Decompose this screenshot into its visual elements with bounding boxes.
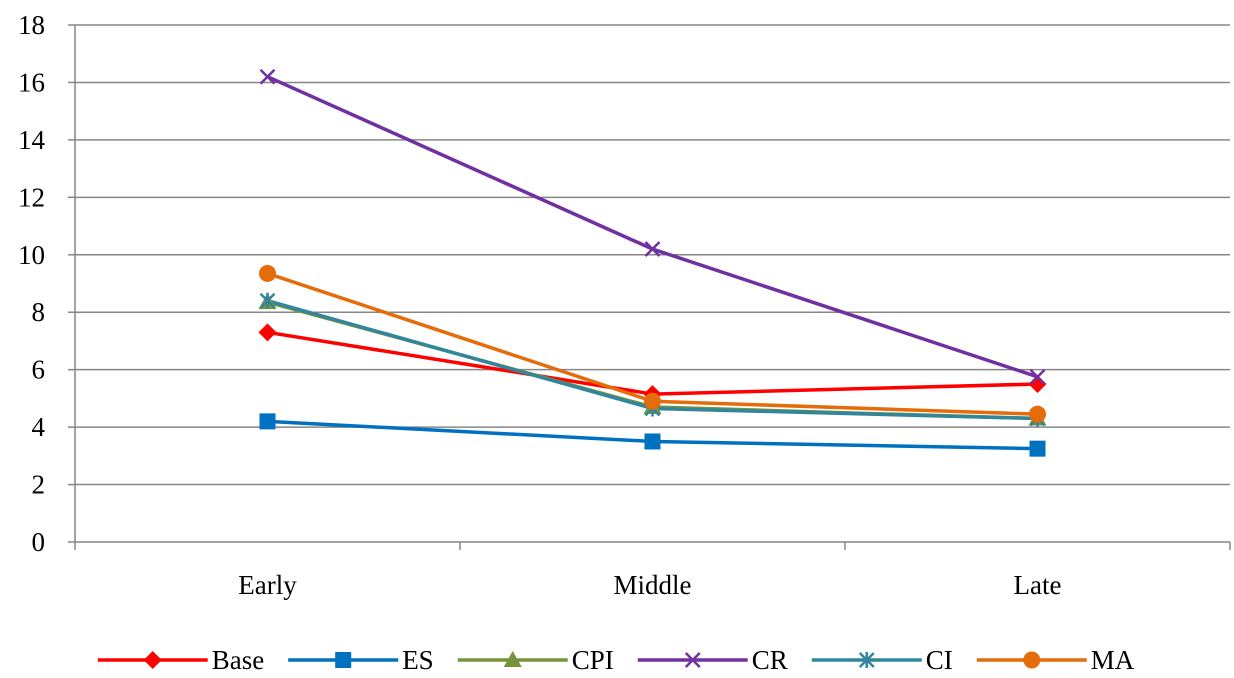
data-point-cr (1029, 368, 1046, 385)
tick-labels: 0 2 4 6 8 10 12 14 16 18 Early Middle Late (18, 10, 1061, 600)
y-tick-label: 12 (18, 182, 45, 212)
y-tick-label: 6 (32, 355, 46, 385)
series-line-base (267, 330, 1038, 396)
y-tick-label: 2 (32, 470, 46, 500)
legend-marker (335, 652, 352, 668)
data-point-ma (259, 264, 276, 282)
x-tick-label: Middle (614, 570, 692, 600)
data-point-ci (259, 292, 276, 309)
data-point-es (644, 433, 661, 450)
data-point-ma (644, 392, 661, 410)
y-tick-label: 16 (18, 67, 45, 97)
legend-marker (143, 651, 162, 669)
data-point-ma (1029, 405, 1046, 423)
y-tick-label: 8 (32, 297, 46, 327)
y-tick-label: 18 (18, 10, 45, 40)
legend-item-ma: MA (976, 645, 1135, 675)
legend-marker (1023, 651, 1041, 669)
data-point-cr (259, 68, 276, 85)
legend: Base ES CPI CR CI MA (97, 645, 1135, 675)
legend-label: Base (212, 645, 265, 675)
legend-label: CR (752, 645, 788, 675)
data-point-cr (644, 241, 661, 257)
legend-item-es: ES (288, 645, 434, 675)
legend-item-base: Base (97, 645, 265, 675)
legend-item-cr: CR (637, 645, 788, 675)
legend-marker (503, 651, 522, 667)
legend-label: MA (1091, 645, 1135, 675)
legend-marker (858, 652, 875, 668)
data-point-es (259, 413, 276, 430)
axes (68, 24, 1231, 550)
data-point-es (1029, 440, 1046, 457)
data-point-base (258, 323, 277, 342)
y-tick-label: 0 (32, 527, 46, 557)
legend-item-cpi: CPI (457, 645, 614, 675)
legend-label: ES (402, 645, 434, 675)
x-tick-label: Late (1014, 570, 1062, 600)
y-tick-label: 14 (18, 125, 46, 155)
series-markers (258, 68, 1047, 457)
x-tick-label: Early (238, 570, 297, 600)
y-tick-label: 10 (18, 240, 45, 270)
data-point-base (1028, 375, 1047, 394)
legend-label: CI (926, 645, 953, 675)
legend-item-ci: CI (811, 645, 953, 675)
legend-marker (684, 652, 701, 668)
y-tick-label: 4 (32, 412, 46, 442)
legend-label: CPI (572, 645, 614, 675)
